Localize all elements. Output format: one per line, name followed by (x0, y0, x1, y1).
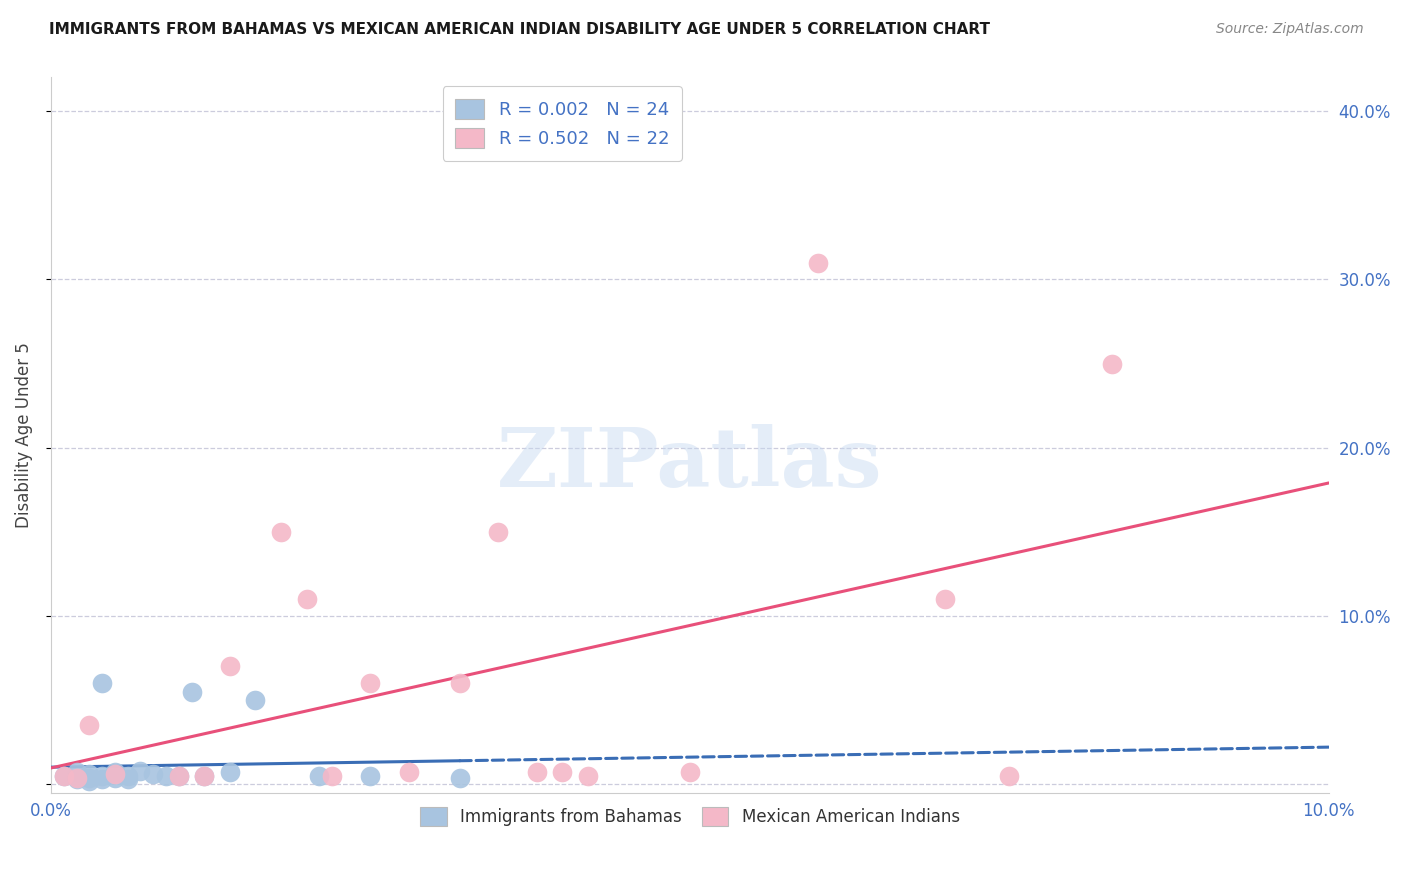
Point (91, 769, 114, 783)
Point (576, 769, 599, 783)
Point (104, 771, 127, 785)
Point (104, 765, 127, 780)
Point (449, 771, 471, 785)
Point (360, 676, 382, 690)
Point (167, 769, 190, 783)
Point (551, 765, 574, 780)
Point (219, 659, 242, 673)
Point (245, 693, 267, 707)
Point (193, 769, 215, 783)
Point (65, 771, 87, 785)
Point (295, 592, 318, 607)
Legend: Immigrants from Bahamas, Mexican American Indians: Immigrants from Bahamas, Mexican America… (412, 799, 969, 834)
Point (117, 772, 139, 787)
Point (486, 524, 509, 539)
Text: Source: ZipAtlas.com: Source: ZipAtlas.com (1216, 22, 1364, 37)
Point (807, 255, 830, 269)
Point (104, 767, 127, 781)
Point (52, 769, 75, 783)
Point (65, 765, 87, 780)
Point (65, 772, 87, 787)
Point (91, 772, 114, 787)
Point (193, 769, 215, 783)
Point (219, 765, 242, 780)
Point (52, 769, 75, 783)
Point (360, 769, 382, 783)
Point (934, 592, 956, 607)
Point (270, 524, 292, 539)
Point (308, 769, 330, 783)
Point (79, 773, 101, 788)
Point (142, 767, 165, 781)
Point (180, 684, 202, 698)
Point (321, 769, 343, 783)
Point (129, 764, 152, 778)
Point (117, 769, 139, 783)
Point (526, 765, 548, 780)
Point (155, 769, 177, 783)
Point (79, 718, 101, 732)
Point (679, 765, 702, 780)
Point (398, 765, 420, 780)
Point (79, 767, 101, 781)
Y-axis label: Disability Age Under 5: Disability Age Under 5 (15, 343, 32, 528)
Text: ZIPatlas: ZIPatlas (498, 424, 883, 504)
Text: IMMIGRANTS FROM BAHAMAS VS MEXICAN AMERICAN INDIAN DISABILITY AGE UNDER 5 CORREL: IMMIGRANTS FROM BAHAMAS VS MEXICAN AMERI… (49, 22, 990, 37)
Point (91, 676, 114, 690)
Point (1101, 357, 1123, 371)
Point (449, 676, 471, 690)
Point (998, 769, 1021, 783)
Point (167, 769, 190, 783)
Point (79, 771, 101, 785)
